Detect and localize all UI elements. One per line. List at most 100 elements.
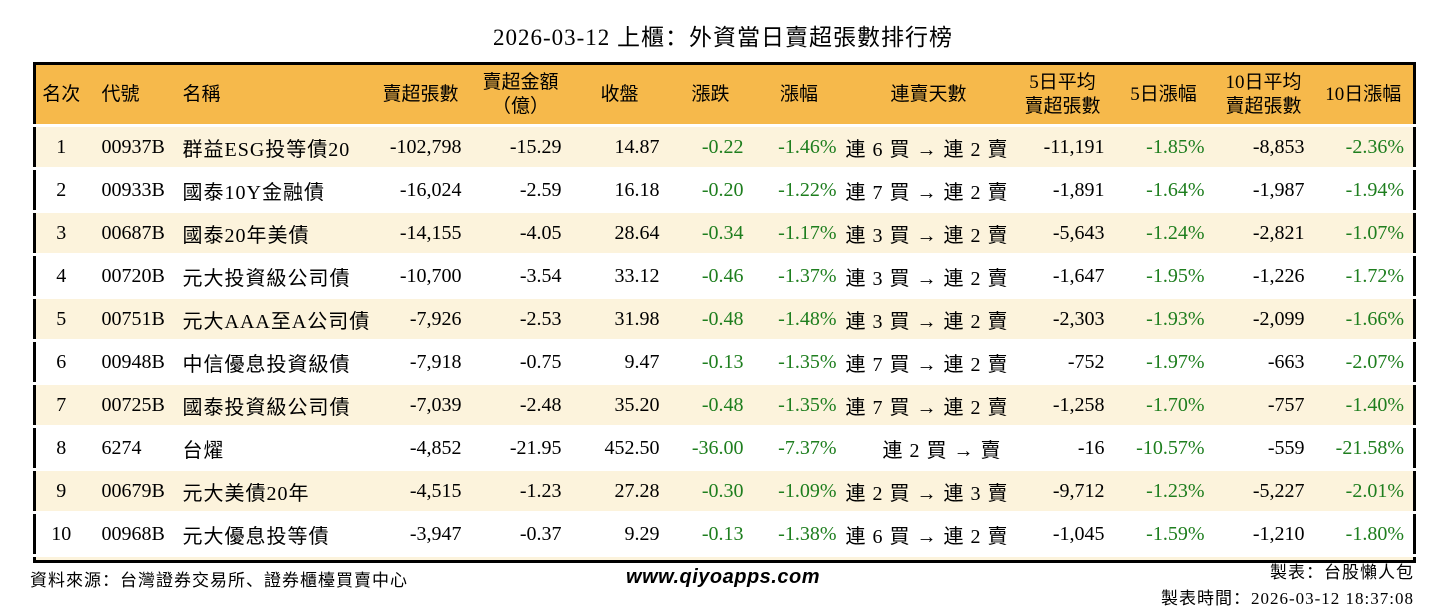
stock-name-cell: 群益ESG投等債20 (172, 124, 371, 170)
change-cell: -0.34 (668, 210, 753, 256)
sell-volume-cell: -7,918 (370, 339, 471, 385)
header-rank: 名次 (34, 63, 87, 127)
table-row: 2 00933B 國泰10Y金融債 -16,024 -2.59 16.18 -0… (34, 167, 1415, 213)
sell-amount-cell: -21.95 (470, 425, 571, 471)
avg10d-sell-cell: -1,210 (1213, 511, 1314, 557)
change-pct-cell: -1.35% (752, 339, 846, 385)
stock-name-cell: 國泰20年美債 (172, 210, 371, 256)
change-pct-cell: -1.38% (752, 511, 846, 557)
stock-code-cell: 00968B (86, 511, 173, 557)
avg10d-sell-cell: -2,099 (1213, 296, 1314, 342)
change-pct-cell: -1.37% (752, 253, 846, 299)
close-price-cell: 16.18 (570, 167, 669, 213)
stock-code-cell: 00948B (86, 339, 173, 385)
streak-cell: 連 6 買 → 連 2 賣 (845, 511, 1012, 557)
sell-volume-cell: -102,798 (370, 124, 471, 170)
sell-amount-cell: -1.23 (470, 468, 571, 514)
sell-amount-cell: -0.75 (470, 339, 571, 385)
data-source-note: 資料來源：台灣證券交易所、證券櫃檯買賣中心 (30, 571, 408, 590)
avg5d-sell-cell: -752 (1011, 339, 1114, 385)
change-cell: -0.13 (668, 511, 753, 557)
table-row: 5 00751B 元大AAA至A公司債 -7,926 -2.53 31.98 -… (34, 296, 1415, 342)
stock-name-cell: 國泰投資級公司債 (172, 382, 371, 428)
header-10d-avg: 10日平均 賣超張數 (1213, 63, 1314, 127)
header-name: 名稱 (172, 63, 371, 127)
table-row: 4 00720B 元大投資級公司債 -10,700 -3.54 33.12 -0… (34, 253, 1415, 299)
sell-volume-cell: -4,515 (370, 468, 471, 514)
avg5d-sell-cell: -1,258 (1011, 382, 1114, 428)
pct5d-cell: -1.59% (1113, 511, 1214, 557)
pct5d-cell: -1.85% (1113, 124, 1214, 170)
change-pct-cell: -1.35% (752, 382, 846, 428)
close-price-cell: 28.64 (570, 210, 669, 256)
pct5d-cell: -1.70% (1113, 382, 1214, 428)
streak-cell: 連 6 買 → 連 2 賣 (845, 124, 1012, 170)
pct10d-cell: -1.07% (1313, 210, 1415, 256)
sell-volume-cell: -4,852 (370, 425, 471, 471)
header-5d-avg: 5日平均 賣超張數 (1011, 63, 1114, 127)
change-cell: -0.46 (668, 253, 753, 299)
avg10d-sell-cell: -1,987 (1213, 167, 1314, 213)
avg10d-sell-cell: -559 (1213, 425, 1314, 471)
pct10d-cell: -1.66% (1313, 296, 1415, 342)
table-row: 7 00725B 國泰投資級公司債 -7,039 -2.48 35.20 -0.… (34, 382, 1415, 428)
sell-volume-cell: -7,926 (370, 296, 471, 342)
stock-code-cell: 00687B (86, 210, 173, 256)
close-price-cell: 31.98 (570, 296, 669, 342)
page-title: 2026-03-12 上櫃：外資當日賣超張數排行榜 (492, 25, 954, 50)
sell-volume-cell: -16,024 (370, 167, 471, 213)
pct10d-cell: -2.36% (1313, 124, 1415, 170)
sell-amount-cell: -2.53 (470, 296, 571, 342)
maker-label: 製表：台股懶人包 (1270, 563, 1414, 582)
stock-code-cell: 00751B (86, 296, 173, 342)
streak-cell: 連 7 買 → 連 2 賣 (845, 339, 1012, 385)
change-cell: -0.20 (668, 167, 753, 213)
pct10d-cell: -21.58% (1313, 425, 1415, 471)
rank-cell: 6 (34, 339, 87, 385)
avg5d-sell-cell: -1,045 (1011, 511, 1114, 557)
change-pct-cell: -1.17% (752, 210, 846, 256)
avg5d-sell-cell: -11,191 (1011, 124, 1114, 170)
stock-code-cell: 00725B (86, 382, 173, 428)
header-streak: 連賣天數 (845, 63, 1012, 127)
sell-amount-cell: -3.54 (470, 253, 571, 299)
change-pct-cell: -1.48% (752, 296, 846, 342)
avg10d-sell-cell: -2,821 (1213, 210, 1314, 256)
pct10d-cell: -2.07% (1313, 339, 1415, 385)
close-price-cell: 14.87 (570, 124, 669, 170)
sell-volume-cell: -14,155 (370, 210, 471, 256)
table-body: 1 00937B 群益ESG投等債20 -102,798 -15.29 14.8… (34, 124, 1415, 562)
table-bottom-strip (34, 554, 1415, 562)
stock-code-cell: 00937B (86, 124, 173, 170)
made-at-timestamp: 製表時間：2026-03-12 18:37:08 (1160, 589, 1414, 609)
pct10d-cell: -1.94% (1313, 167, 1415, 213)
bottom-strip-cell (34, 554, 1415, 562)
pct5d-cell: -1.95% (1113, 253, 1214, 299)
foreign-net-sell-ranking-table: 名次 代號 名稱 賣超張數 賣超金額 （億） 收盤 漲跌 漲幅 連賣天數 5日平… (33, 62, 1416, 563)
sell-volume-cell: -7,039 (370, 382, 471, 428)
rank-cell: 9 (34, 468, 87, 514)
close-price-cell: 9.29 (570, 511, 669, 557)
change-pct-cell: -1.09% (752, 468, 846, 514)
pct10d-cell: -1.80% (1313, 511, 1415, 557)
change-cell: -0.48 (668, 382, 753, 428)
pct10d-cell: -1.72% (1313, 253, 1415, 299)
stock-name-cell: 國泰10Y金融債 (172, 167, 371, 213)
streak-cell: 連 2 買 → 賣 (845, 425, 1012, 471)
stock-code-cell: 00933B (86, 167, 173, 213)
close-price-cell: 33.12 (570, 253, 669, 299)
close-price-cell: 27.28 (570, 468, 669, 514)
rank-cell: 3 (34, 210, 87, 256)
header-change: 漲跌 (668, 63, 753, 127)
rank-cell: 4 (34, 253, 87, 299)
footer: 資料來源：台灣證券交易所、證券櫃檯買賣中心 www.qiyoapps.com 製… (0, 560, 1446, 612)
avg5d-sell-cell: -2,303 (1011, 296, 1114, 342)
sell-volume-cell: -10,700 (370, 253, 471, 299)
stock-code-cell: 00679B (86, 468, 173, 514)
table-row: 10 00968B 元大優息投等債 -3,947 -0.37 9.29 -0.1… (34, 511, 1415, 557)
stock-name-cell: 中信優息投資級債 (172, 339, 371, 385)
streak-cell: 連 3 買 → 連 2 賣 (845, 210, 1012, 256)
table-header-row: 名次 代號 名稱 賣超張數 賣超金額 （億） 收盤 漲跌 漲幅 連賣天數 5日平… (34, 63, 1415, 127)
streak-cell: 連 7 買 → 連 2 賣 (845, 382, 1012, 428)
pct5d-cell: -1.93% (1113, 296, 1214, 342)
